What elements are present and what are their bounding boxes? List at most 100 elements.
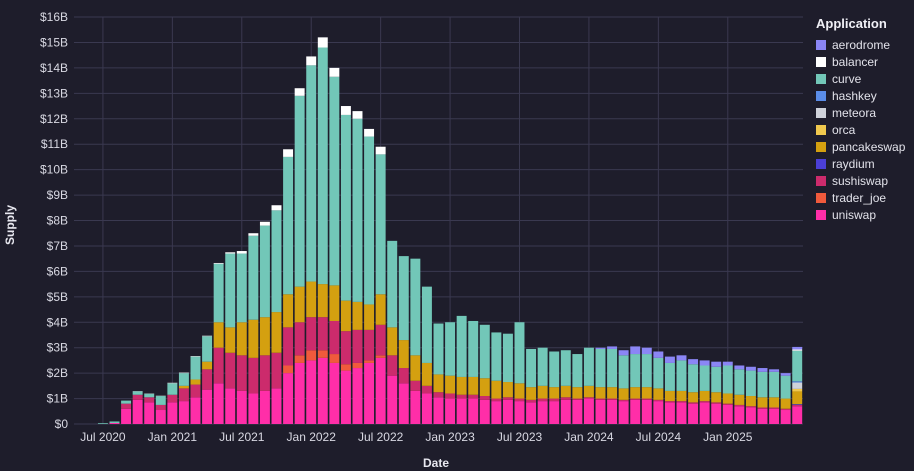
bar-segment-balancer xyxy=(352,111,363,119)
bar-segment-aerodrome xyxy=(641,347,652,355)
bar-segment-curve xyxy=(109,421,120,423)
bar-segment-sushiswap xyxy=(537,398,548,402)
bar-segment-curve xyxy=(699,365,710,391)
bar-segment-balancer xyxy=(248,233,259,236)
bar-segment-uniswap xyxy=(410,390,421,424)
bar-segment-orca xyxy=(792,388,803,392)
x-tick-label: Jul 2024 xyxy=(636,430,682,444)
bar-segment-uniswap xyxy=(306,360,317,424)
bar-segment-pancakeswap xyxy=(202,361,213,370)
bar-segment-pancakeswap xyxy=(676,390,687,402)
legend-item-meteora[interactable]: meteora xyxy=(812,104,912,121)
bar-segment-aerodrome xyxy=(711,361,722,367)
bar-segment-sushiswap xyxy=(792,404,803,407)
bar-segment-uniswap xyxy=(769,408,780,424)
bar-segment-pancakeswap xyxy=(769,397,780,408)
bar-segment-balancer xyxy=(202,335,213,337)
bar-segment-pancakeswap xyxy=(491,380,502,399)
bar-segment-aerodrome xyxy=(722,361,733,366)
bar-segment-uniswap xyxy=(364,362,375,424)
x-tick-label: Jul 2023 xyxy=(497,430,543,444)
bar-segment-pancakeswap xyxy=(607,387,618,399)
bar-segment-sushiswap xyxy=(630,398,641,400)
y-tick-label: $3B xyxy=(47,341,68,355)
bar-segment-curve xyxy=(583,347,594,386)
bar-segment-balancer xyxy=(317,37,328,48)
legend-label: meteora xyxy=(832,105,877,120)
bar-segment-curve xyxy=(607,348,618,388)
bar-segment-pancakeswap xyxy=(248,319,259,358)
legend-item-uniswap[interactable]: uniswap xyxy=(812,206,912,223)
bar-segment-uniswap xyxy=(583,398,594,424)
bar-segment-curve xyxy=(97,423,108,424)
y-tick-label: $0 xyxy=(55,417,69,431)
bar-segment-sushiswap xyxy=(364,329,375,361)
bar-segment-sushiswap xyxy=(595,398,606,400)
bar-segment-sushiswap xyxy=(236,355,247,391)
bar-segment-uniswap xyxy=(526,402,537,424)
bar-segment-sushiswap xyxy=(398,368,409,384)
bars xyxy=(97,37,803,425)
bar-segment-sushiswap xyxy=(664,401,675,403)
legend-swatch xyxy=(816,209,826,220)
bar-segment-sushiswap xyxy=(167,394,178,403)
legend-item-balancer[interactable]: balancer xyxy=(812,53,912,70)
bar-segment-pancakeswap xyxy=(792,391,803,405)
bar-segment-pancakeswap xyxy=(225,327,236,353)
bar-segment-pancakeswap xyxy=(699,390,710,402)
bar-segment-uniswap xyxy=(329,362,340,424)
bar-segment-sushiswap xyxy=(178,388,189,402)
bar-segment-uniswap xyxy=(653,401,664,424)
bar-segment-pancakeswap xyxy=(433,374,444,393)
bar-segment-curve xyxy=(445,322,456,376)
bar-segment-curve xyxy=(190,356,201,380)
bar-segment-trader-joe xyxy=(352,362,363,369)
bar-segment-pancakeswap xyxy=(641,387,652,399)
legend-item-trader-joe[interactable]: trader_joe xyxy=(812,189,912,206)
legend-item-orca[interactable]: orca xyxy=(812,121,912,138)
bar-segment-curve xyxy=(132,391,143,395)
legend-label: balancer xyxy=(832,54,879,69)
bar-segment-aerodrome xyxy=(688,359,699,365)
bar-segment-curve xyxy=(213,263,224,323)
legend-swatch xyxy=(816,175,826,186)
bar-segment-curve xyxy=(421,286,432,363)
bar-segment-sushiswap xyxy=(676,401,687,403)
bar-segment-curve xyxy=(456,315,467,377)
bar-segment-curve xyxy=(271,210,282,313)
legend-item-raydium[interactable]: raydium xyxy=(812,155,912,172)
legend-label: hashkey xyxy=(832,88,877,103)
legend-item-hashkey[interactable]: hashkey xyxy=(812,87,912,104)
bar-segment-curve xyxy=(155,396,166,405)
bar-segment-curve xyxy=(248,235,259,320)
bar-segment-pancakeswap xyxy=(178,385,189,389)
bar-segment-trader-joe xyxy=(364,360,375,363)
bar-segment-pancakeswap xyxy=(757,397,768,408)
bar-segment-pancakeswap xyxy=(583,385,594,398)
bar-segment-uniswap xyxy=(641,399,652,424)
legend-swatch xyxy=(816,192,826,203)
bar-segment-pancakeswap xyxy=(711,392,722,403)
bar-segment-curve xyxy=(144,393,155,398)
x-tick-label: Jan 2021 xyxy=(148,430,198,444)
legend-item-aerodrome[interactable]: aerodrome xyxy=(812,36,912,53)
legend-item-pancakeswap[interactable]: pancakeswap xyxy=(812,138,912,155)
bar-segment-sushiswap xyxy=(560,397,571,400)
bar-segment-sushiswap xyxy=(352,329,363,363)
legend-item-curve[interactable]: curve xyxy=(812,70,912,87)
bar-segment-aerodrome xyxy=(734,365,745,370)
x-tick-label: Jan 2022 xyxy=(287,430,337,444)
bar-segment-balancer xyxy=(259,221,270,226)
bar-segment-sushiswap xyxy=(583,397,594,399)
bar-segment-uniswap xyxy=(109,422,120,424)
bar-segment-sushiswap xyxy=(549,398,560,402)
bar-segment-uniswap xyxy=(780,410,791,424)
bar-segment-aerodrome xyxy=(595,347,606,349)
bar-segment-uniswap xyxy=(190,397,201,424)
bar-segment-pancakeswap xyxy=(745,396,756,407)
bar-segment-sushiswap xyxy=(271,352,282,389)
bar-segment-sushiswap xyxy=(769,407,780,409)
bar-segment-uniswap xyxy=(572,399,583,424)
legend-item-sushiswap[interactable]: sushiswap xyxy=(812,172,912,189)
bar-segment-curve xyxy=(294,95,305,287)
